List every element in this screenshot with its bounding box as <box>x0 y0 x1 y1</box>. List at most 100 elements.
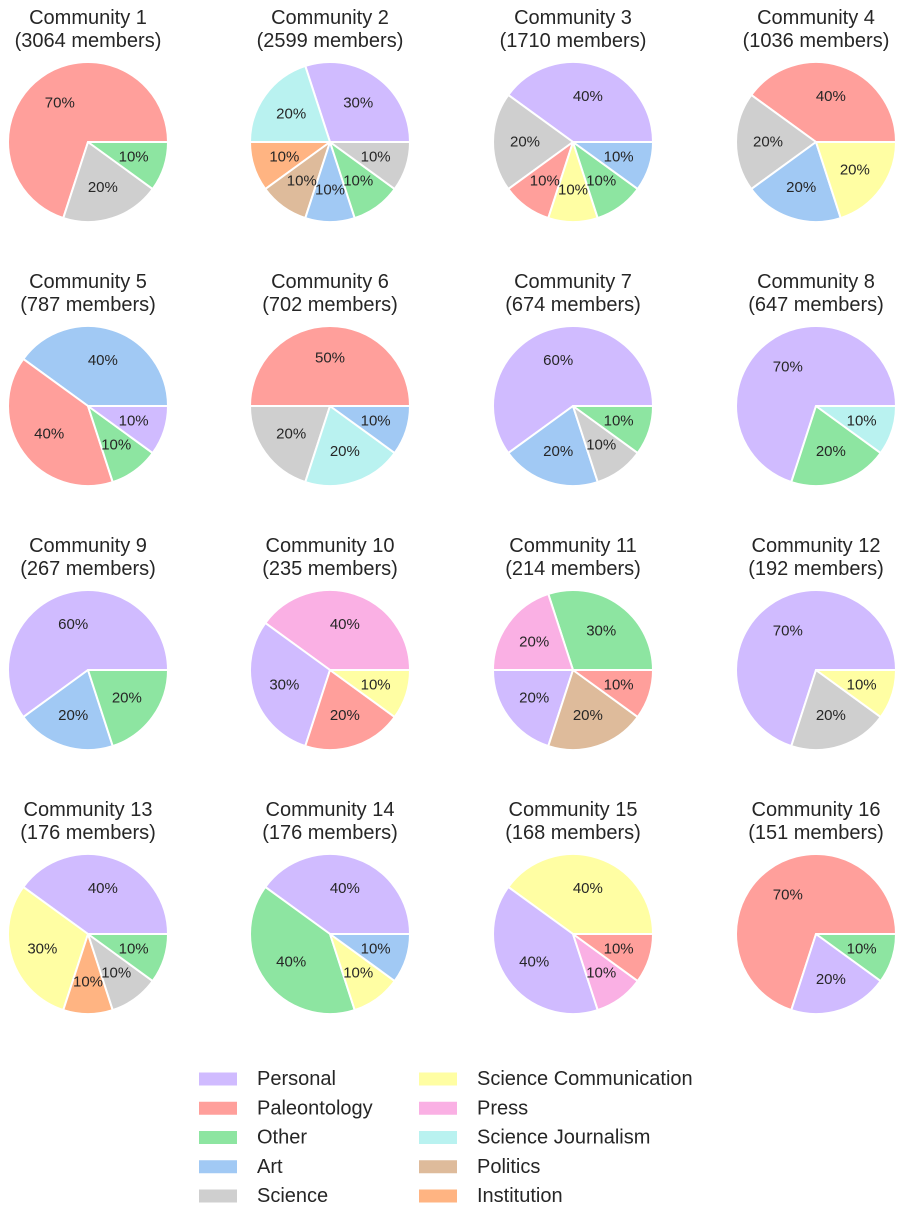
pie-slice-label-personal: 20% <box>816 971 846 988</box>
legend-swatch <box>419 1072 457 1086</box>
pie-subtitle: (168 members) <box>505 822 641 844</box>
pie-slice-label-science: 20% <box>276 426 306 443</box>
legend-swatch <box>199 1131 237 1144</box>
pie-slices <box>492 853 654 1015</box>
pie-slice-art <box>22 669 114 751</box>
pie-slice-label-politics: 20% <box>573 707 603 724</box>
pie-title: Community 7 <box>514 271 632 293</box>
pie-slice-press <box>264 589 411 671</box>
pie-slice-paleontology <box>572 669 654 719</box>
pie-slice-label-other: 20% <box>112 690 142 707</box>
pie-slice-science-journalism <box>249 64 331 143</box>
pie-labels: 60% 20% 20% <box>58 616 142 724</box>
pie-slice-paleontology <box>249 325 411 407</box>
pie-slice-label-institution: 10% <box>73 974 103 991</box>
legend-label: Paleontology <box>257 1097 373 1119</box>
pie-slice-label-personal: 40% <box>519 954 549 971</box>
pie-slice-personal <box>492 885 599 1015</box>
legend: Personal Paleontology Other Art Science Scien… <box>199 1068 693 1207</box>
pie-slice-paleontology <box>304 669 396 751</box>
pie-slice-label-science-journalism: 10% <box>847 412 877 429</box>
pie-labels: 40% 20% 20% 20% <box>753 88 870 196</box>
pie-slice-label-art: 10% <box>361 412 391 429</box>
pie-subtitle: (235 members) <box>262 558 398 580</box>
pie-chart-8: Community 8(647 members) 70% 20%10% <box>735 271 897 487</box>
pie-slice-science <box>735 93 817 191</box>
pie-slice-label-other: 10% <box>119 148 149 165</box>
pie-chart-5: Community 5(787 members) 40% 40% 10% 10% <box>7 271 169 487</box>
pie-title: Community 3 <box>514 7 632 29</box>
legend-swatch <box>199 1160 237 1174</box>
pie-subtitle: (176 members) <box>262 822 398 844</box>
pie-slice-label-personal: 40% <box>330 880 360 897</box>
pie-slice-label-science: 20% <box>88 179 118 196</box>
pie-slice-science-journalism <box>304 405 396 487</box>
pie-slice-personal <box>264 853 411 935</box>
pie-labels: 70% 20%10% <box>773 359 877 460</box>
pie-labels: 40% 40% 10% 10% <box>519 880 634 981</box>
pie-slice-science <box>492 93 574 191</box>
pie-slice-politics <box>547 669 639 751</box>
legend-label: Personal <box>257 1068 336 1090</box>
pie-title: Community 8 <box>757 271 875 293</box>
legend-swatch <box>419 1160 457 1174</box>
pie-slice-paleontology <box>750 61 897 143</box>
pie-subtitle: (151 members) <box>748 822 884 844</box>
pie-slices <box>492 324 654 487</box>
pie-slice-art <box>22 325 169 407</box>
pie-chart-4: Community 4(1036 members) 40% 20% 20% 20% <box>735 7 897 223</box>
legend-item-art: Art <box>199 1156 283 1178</box>
pie-slice-personal <box>507 61 654 143</box>
pie-slice-label-press: 20% <box>519 633 549 650</box>
pie-slices <box>492 589 654 751</box>
pie-slice-label-politics: 10% <box>287 172 317 189</box>
legend-item-science: Science <box>199 1185 328 1207</box>
pie-slice-label-science-communication: 40% <box>573 880 603 897</box>
pie-slices <box>249 325 411 487</box>
pie-slice-label-science-communication: 30% <box>27 940 57 957</box>
pie-slice-label-other: 10% <box>604 412 634 429</box>
pie-labels: 30%20%10%10%10%10%10% <box>269 95 390 199</box>
pie-chart-11: Community 11(214 members)30%20%20%20%10% <box>492 535 654 751</box>
pie-title: Community 9 <box>29 535 147 557</box>
pie-slice-science-communication <box>815 669 897 719</box>
pie-slice-art <box>329 405 411 455</box>
legend-item-science-journalism: Science Journalism <box>419 1127 650 1149</box>
legend-item-paleontology: Paleontology <box>199 1097 373 1119</box>
pie-slice-personal <box>304 61 411 143</box>
pie-slice-label-art: 20% <box>786 179 816 196</box>
pie-subtitle: (647 members) <box>748 294 884 316</box>
legend-item-other: Other <box>199 1127 307 1149</box>
pie-chart-9: Community 9(267 members) 60% 20% 20% <box>7 535 169 751</box>
pie-slice-personal <box>735 325 897 484</box>
pie-slice-other <box>547 589 654 671</box>
legend-label: Other <box>257 1127 307 1149</box>
pie-slice-label-personal: 70% <box>773 359 803 376</box>
pie-chart-7: Community 7(674 members) 60% 20% 10% 10% <box>492 271 654 487</box>
pie-slice-art <box>507 405 599 487</box>
pie-subtitle: (3064 members) <box>15 30 162 52</box>
pie-slices <box>492 61 654 223</box>
pie-slice-label-art: 10% <box>361 940 391 957</box>
pie-labels: 40% 30% 20%10% <box>269 616 390 724</box>
pie-subtitle: (192 members) <box>748 558 884 580</box>
pie-chart-13: Community 13(176 members)40%30%10%10%10% <box>7 799 169 1015</box>
legend-item-press: Press <box>419 1097 528 1119</box>
pie-slice-label-personal: 30% <box>343 95 373 112</box>
pie-slice-label-science-communication: 10% <box>343 964 373 981</box>
pie-subtitle: (674 members) <box>505 294 641 316</box>
pie-slice-paleontology <box>7 61 169 220</box>
pie-slice-science-communication <box>329 669 411 719</box>
pie-slice-label-paleontology: 10% <box>530 172 560 189</box>
pie-slice-label-art: 20% <box>543 443 573 460</box>
pie-title: Community 15 <box>509 799 638 821</box>
pie-slice-label-personal: 30% <box>269 676 299 693</box>
pie-slice-label-other: 10% <box>586 172 616 189</box>
pie-slice-label-institution: 10% <box>269 148 299 165</box>
legend-swatch <box>199 1189 237 1203</box>
pie-slice-label-paleontology: 40% <box>34 426 64 443</box>
pie-slice-label-art: 10% <box>315 182 345 199</box>
pie-slice-science <box>790 669 882 751</box>
pie-slice-science <box>62 141 154 223</box>
pie-slice-other <box>87 141 169 191</box>
